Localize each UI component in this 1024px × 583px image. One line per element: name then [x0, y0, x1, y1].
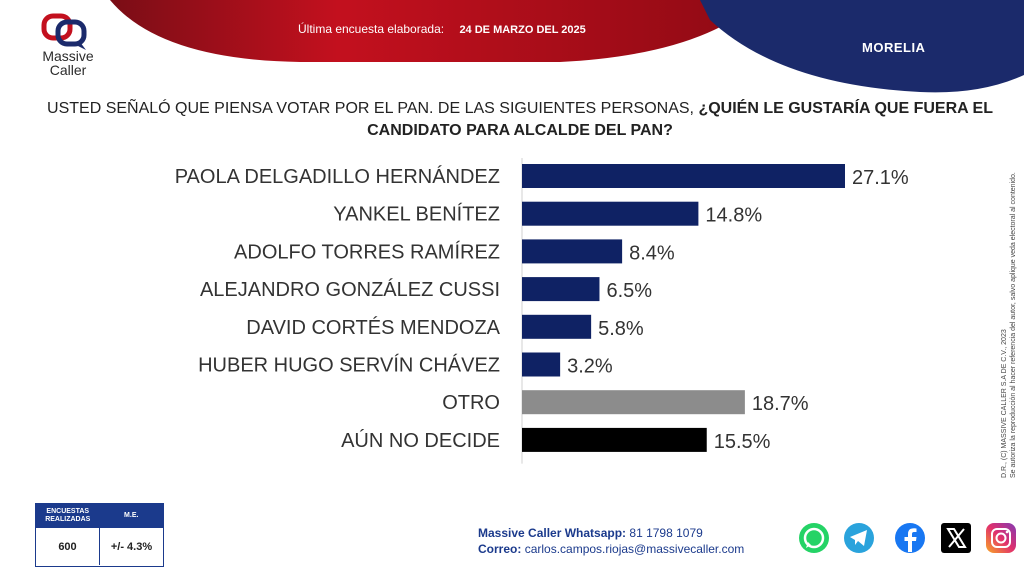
- survey-date-line: Última encuesta elaborada: 24 DE MARZO D…: [298, 22, 586, 36]
- instagram-icon[interactable]: [984, 521, 1018, 555]
- x-icon[interactable]: [939, 521, 973, 555]
- data-label: 27.1%: [852, 167, 909, 189]
- blue-banner-shape: [700, 0, 1024, 93]
- city-label: MORELIA: [862, 40, 926, 55]
- data-label: 15.5%: [714, 431, 771, 453]
- brand-line1: Massive: [42, 48, 94, 64]
- legal-line1: D.R., (C) MASSIVE CALLER S.A DE C.V., 20…: [1001, 329, 1008, 478]
- category-label: PAOLA DELGADILLO HERNÁNDEZ: [175, 165, 500, 188]
- survey-date: 24 DE MARZO DEL 2025: [459, 24, 586, 36]
- massive-caller-logo-icon: [41, 13, 87, 50]
- data-label: 3.2%: [567, 356, 613, 378]
- question-part2: ¿QUIÉN LE GUSTARÍA QUE FUERA EL CANDIDAT…: [367, 100, 993, 139]
- header-banner: [110, 0, 1024, 93]
- question-part1: USTED SEÑALÓ QUE PIENSA VOTAR POR EL PAN…: [47, 100, 699, 117]
- category-label: ADOLFO TORRES RAMÍREZ: [234, 240, 500, 263]
- whatsapp-number[interactable]: 81 1798 1079: [629, 526, 703, 540]
- bar: [522, 427, 707, 452]
- survey-label: Última encuesta elaborada:: [298, 22, 445, 36]
- bar: [522, 352, 561, 377]
- email-line: Correo: carlos.campos.riojas@massivecall…: [478, 541, 744, 557]
- data-label: 14.8%: [705, 205, 762, 227]
- stats-header-margin: M.E.: [124, 512, 139, 519]
- facebook-icon[interactable]: [893, 521, 927, 555]
- legal-notice: D.R., (C) MASSIVE CALLER S.A DE C.V., 20…: [1000, 118, 1018, 478]
- category-label: HUBER HUGO SERVÍN CHÁVEZ: [198, 354, 500, 377]
- email-address[interactable]: carlos.campos.riojas@massivecaller.com: [524, 542, 745, 556]
- data-label: 18.7%: [752, 393, 809, 415]
- data-label: 8.4%: [629, 242, 675, 264]
- bar: [522, 277, 600, 302]
- category-label: DAVID CORTÉS MENDOZA: [246, 316, 500, 339]
- red-banner-shape: [110, 0, 760, 62]
- whatsapp-line: Massive Caller Whatsapp: 81 1798 1079: [478, 525, 744, 541]
- data-label: 5.8%: [598, 318, 644, 340]
- bar: [522, 201, 699, 226]
- telegram-icon[interactable]: [842, 521, 876, 555]
- bar: [522, 164, 845, 188]
- stats-value-surveys: 600: [36, 528, 100, 565]
- bar: [522, 390, 745, 415]
- whatsapp-icon[interactable]: [797, 521, 831, 555]
- category-label: OTRO: [442, 392, 500, 414]
- legal-line2: Se autoriza la reproducción al hacer ref…: [1010, 172, 1017, 478]
- brand-line2: Caller: [49, 62, 87, 78]
- contact-info: Massive Caller Whatsapp: 81 1798 1079 Co…: [478, 525, 744, 557]
- category-label: YANKEL BENÍTEZ: [333, 203, 500, 226]
- brand-name: Massive Caller: [35, 49, 101, 77]
- whatsapp-label: Massive Caller Whatsapp:: [478, 526, 627, 540]
- category-label: ALEJANDRO GONZÁLEZ CUSSI: [200, 278, 500, 301]
- bar: [522, 239, 623, 264]
- bar-chart: PAOLA DELGADILLO HERNÁNDEZ 27.1% YANKEL BE…: [175, 158, 909, 464]
- bar: [522, 314, 592, 339]
- survey-stats-table: ENCUESTAS REALIZADAS M.E. 600 +/- 4.3%: [35, 503, 164, 567]
- email-label: Correo:: [478, 542, 522, 556]
- category-label: AÚN NO DECIDE: [341, 429, 500, 452]
- question-text: USTED SEÑALÓ QUE PIENSA VOTAR POR EL PAN…: [40, 98, 1000, 142]
- stats-value-margin: +/- 4.3%: [110, 540, 153, 553]
- data-label: 6.5%: [606, 280, 652, 302]
- stats-header-surveys: ENCUESTAS REALIZADAS: [45, 508, 91, 523]
